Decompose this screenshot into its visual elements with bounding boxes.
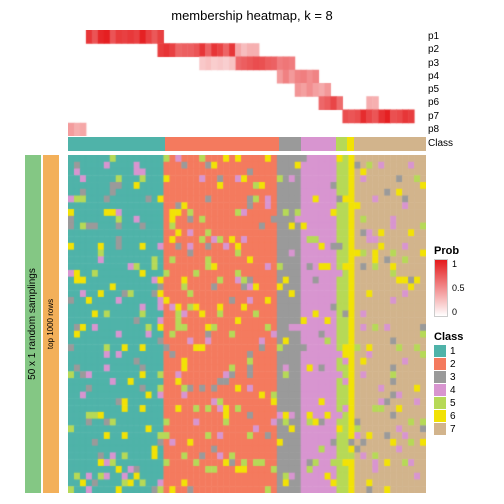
- class-legend-item: 2: [434, 358, 463, 370]
- prob-colorbar: [434, 259, 448, 317]
- class-bar-segment: [165, 137, 280, 151]
- membership-row-label: p3: [428, 58, 454, 69]
- membership-row-labels: p1 p2 p3 p4 p5 p6 p7 p8: [428, 30, 454, 136]
- sidebar-inner-label: top 1000 rows: [46, 299, 55, 349]
- class-swatch-label: 6: [450, 411, 456, 422]
- class-legend-item: 4: [434, 384, 463, 396]
- class-legend-item: 5: [434, 397, 463, 409]
- class-legend-items: 1 2 3 4 5 6 7: [434, 345, 463, 435]
- class-swatch-label: 3: [450, 372, 456, 383]
- prob-tick: 0.5: [452, 283, 465, 293]
- class-legend-item: 6: [434, 410, 463, 422]
- class-bar-segment: [336, 137, 347, 151]
- class-swatch-label: 1: [450, 346, 456, 357]
- membership-row-label: p7: [428, 111, 454, 122]
- sidebar-inner: top 1000 rows: [43, 155, 59, 493]
- chart-title: membership heatmap, k = 8: [0, 8, 504, 23]
- sidebar-outer-label: 50 x 1 random samplings: [27, 268, 38, 380]
- class-swatch-label: 4: [450, 385, 456, 396]
- membership-row-label: p5: [428, 84, 454, 95]
- class-bar-segment: [301, 137, 337, 151]
- class-bar-segment: [354, 137, 426, 151]
- class-swatch: [434, 358, 446, 370]
- class-swatch: [434, 384, 446, 396]
- class-bar-segment: [347, 137, 354, 151]
- class-bar-segment: [279, 137, 300, 151]
- membership-row-label: p8: [428, 124, 454, 135]
- class-bar: [68, 137, 426, 151]
- class-swatch: [434, 345, 446, 357]
- class-legend-item: 3: [434, 371, 463, 383]
- class-swatch-label: 5: [450, 398, 456, 409]
- sidebar-annotation: 50 x 1 random samplings top 1000 rows: [25, 155, 67, 493]
- prob-tick: 0: [452, 307, 465, 317]
- prob-ticks: 10.50: [450, 259, 465, 317]
- class-bar-segment: [68, 137, 165, 151]
- class-swatch: [434, 423, 446, 435]
- class-swatch: [434, 397, 446, 409]
- legend: Prob 10.50 Class 1234567: [434, 245, 463, 436]
- sidebar-outer: 50 x 1 random samplings: [25, 155, 41, 493]
- class-swatch-label: 2: [450, 359, 456, 370]
- membership-heatmap: [68, 30, 426, 136]
- class-legend-item: 7: [434, 423, 463, 435]
- membership-row-label: p1: [428, 31, 454, 42]
- class-legend-title: Class: [434, 331, 463, 343]
- sampling-heatmap: [68, 155, 426, 493]
- prob-legend-title: Prob: [434, 245, 463, 257]
- membership-row-label: p2: [428, 44, 454, 55]
- membership-row-label: p6: [428, 97, 454, 108]
- class-swatch: [434, 410, 446, 422]
- class-legend-item: 1: [434, 345, 463, 357]
- class-bar-label: Class: [428, 138, 453, 149]
- class-swatch-label: 7: [450, 424, 456, 435]
- membership-row-label: p4: [428, 71, 454, 82]
- class-swatch: [434, 371, 446, 383]
- prob-tick: 1: [452, 259, 465, 269]
